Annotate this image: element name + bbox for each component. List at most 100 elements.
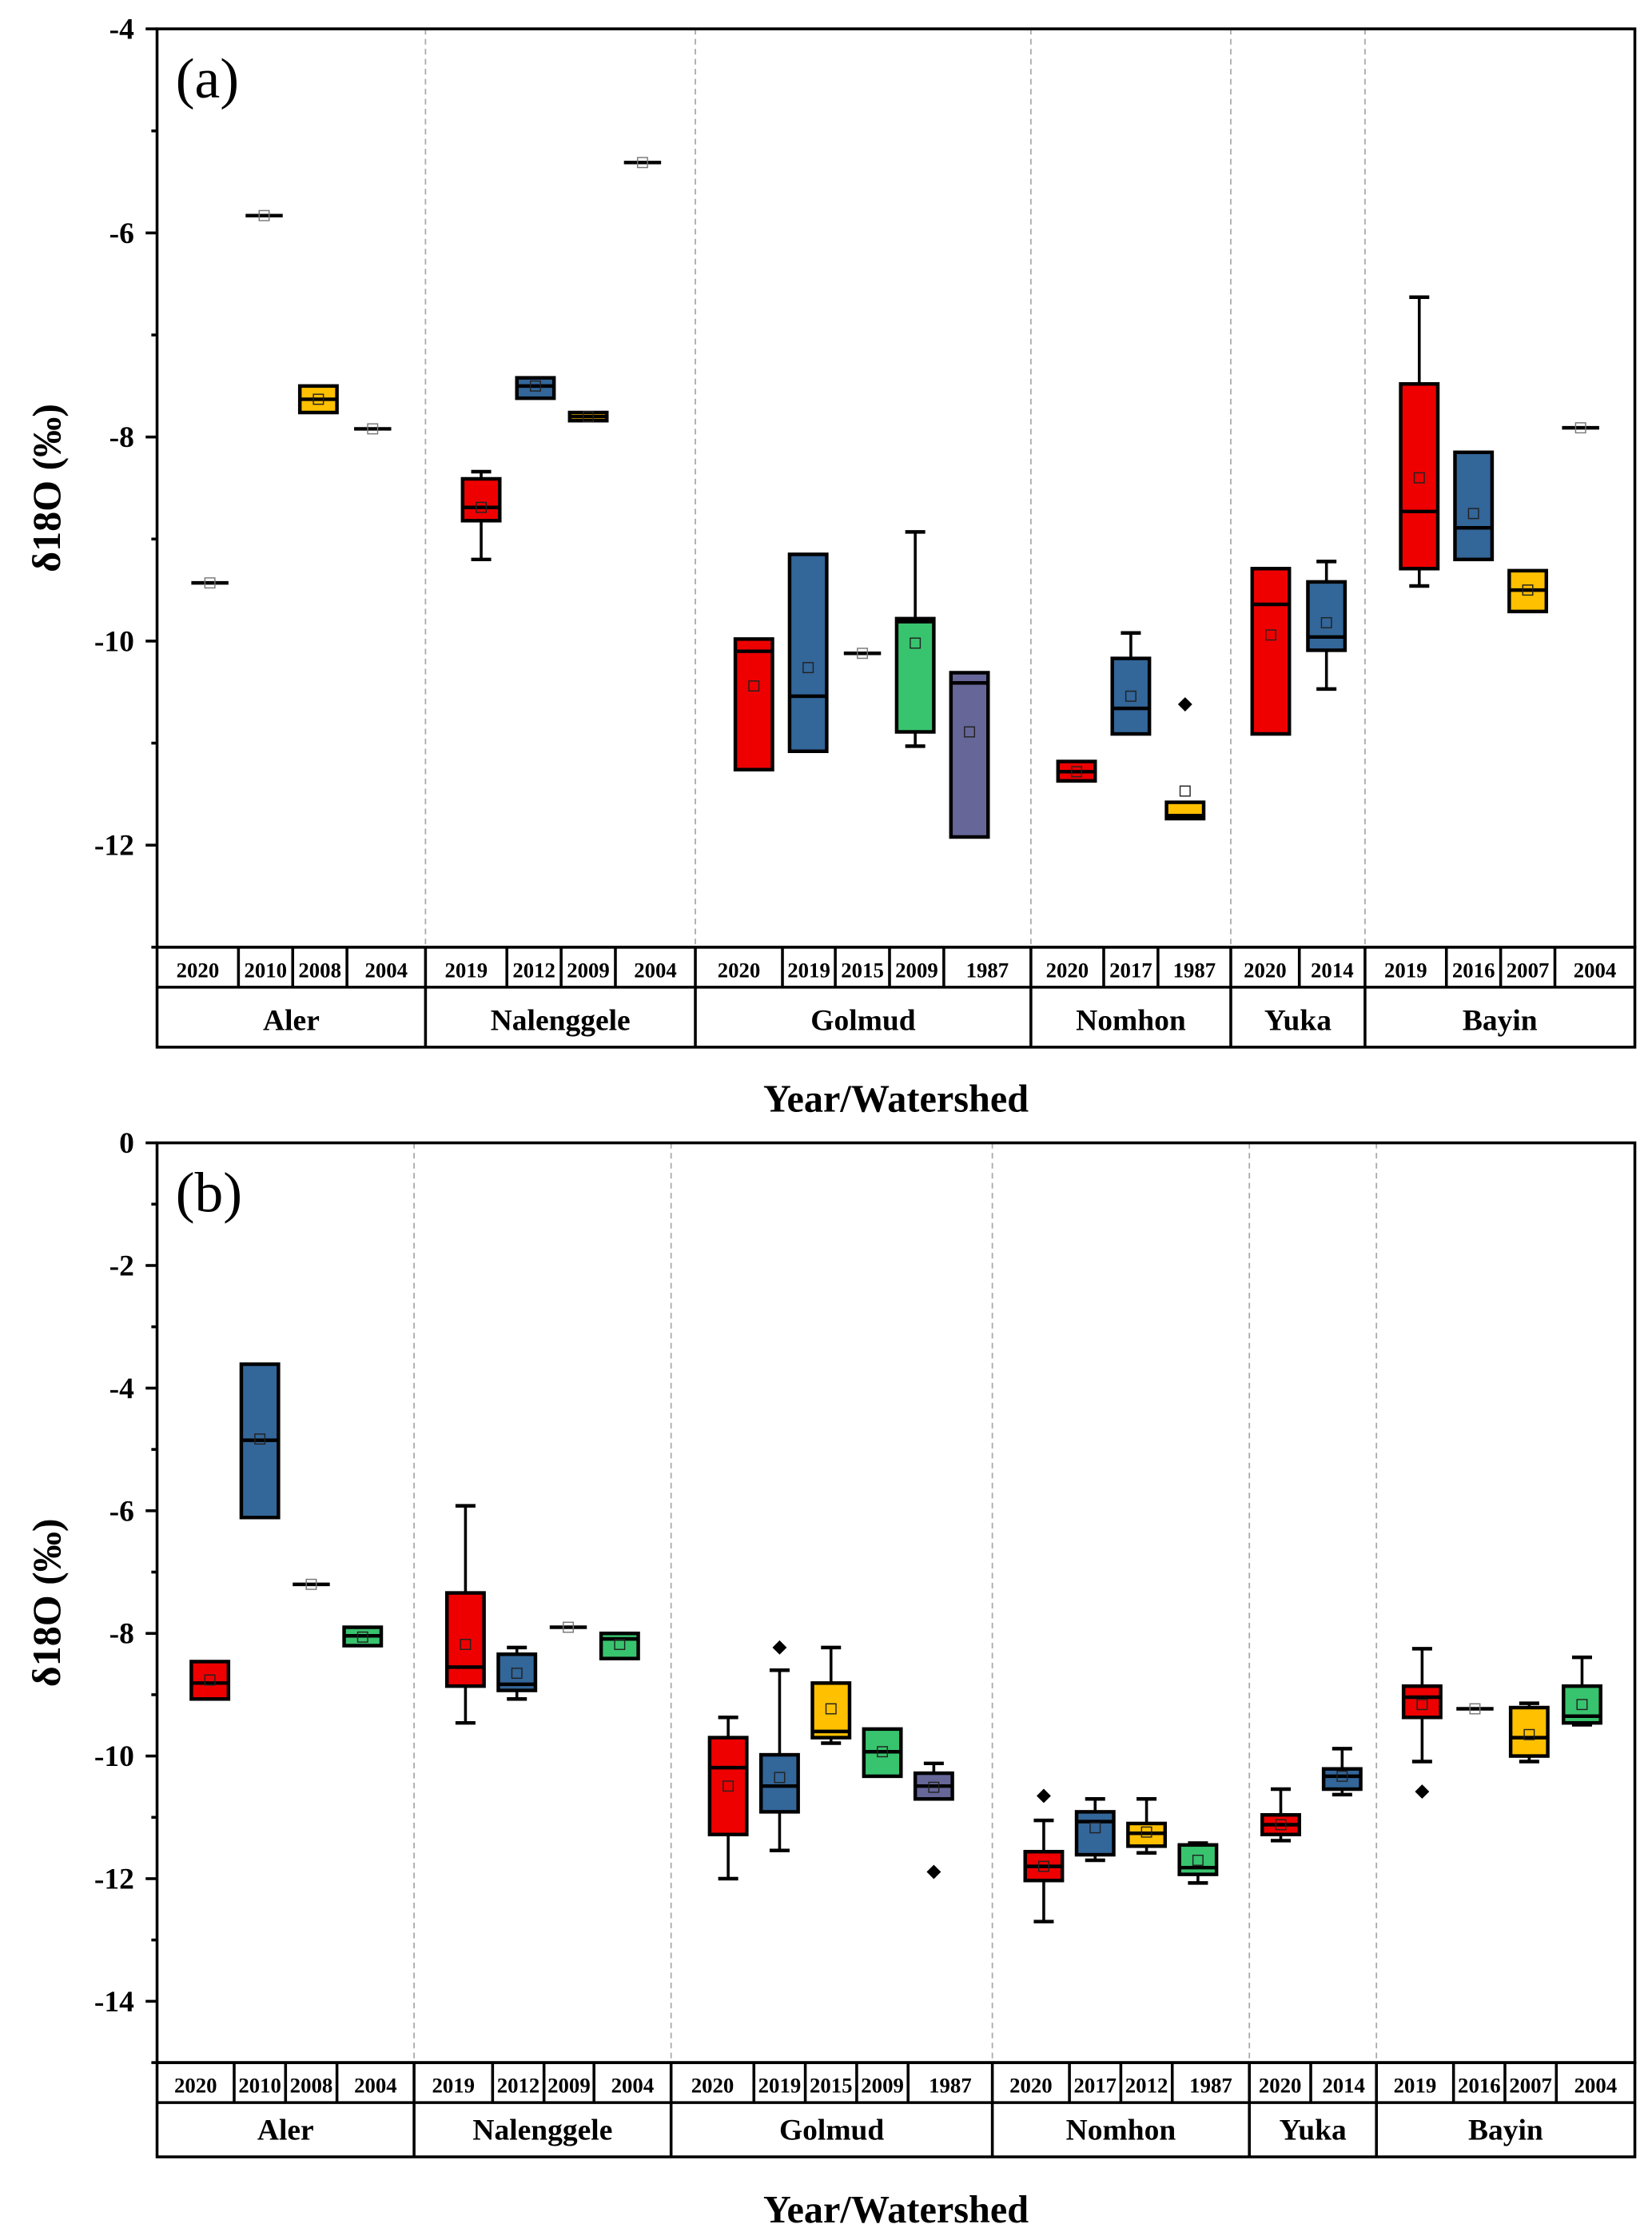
mean-marker	[1413, 472, 1425, 484]
box-golmud-2019	[787, 552, 829, 754]
year-label: 2009	[547, 2074, 591, 2098]
year-label: 2008	[298, 958, 341, 982]
mean-marker	[563, 1621, 575, 1633]
mean-marker	[1469, 1703, 1481, 1715]
year-label: 1987	[929, 2074, 972, 2098]
year-label: 2020	[691, 2074, 734, 2098]
year-label: 2019	[1394, 2074, 1437, 2098]
mean-marker	[1071, 766, 1083, 778]
watershed-label: Nomhon	[1076, 1004, 1186, 1037]
mean-marker	[825, 1703, 837, 1715]
box-iqr	[949, 671, 990, 839]
year-label: 2016	[1458, 2074, 1501, 2098]
box-golmud-2020	[707, 1716, 749, 1881]
box-yuka-2020	[1260, 1787, 1301, 1843]
year-label: 2020	[174, 2074, 217, 2098]
year-label: 1987	[966, 958, 1009, 982]
year-label: 2004	[611, 2074, 655, 2098]
box-golmud-2020	[733, 637, 774, 771]
box-nalenggele-2009	[567, 410, 609, 423]
mean-marker	[774, 1772, 786, 1784]
box-bayin-2016	[1456, 1703, 1494, 1715]
mean-marker	[254, 1433, 266, 1445]
box-yuka-2014	[1321, 1747, 1363, 1797]
watershed-label: Golmud	[810, 1004, 915, 1037]
mean-marker	[1179, 785, 1191, 797]
y-tick-label: -4	[109, 1373, 134, 1405]
mean-marker	[511, 1668, 523, 1680]
y-tick-label: 0	[119, 1127, 134, 1160]
mean-marker	[748, 680, 760, 692]
y-tick-label: -8	[109, 1618, 134, 1651]
box-bayin-2019	[1401, 1647, 1443, 1800]
mean-marker	[1192, 1855, 1204, 1866]
year-label: 2014	[1311, 958, 1354, 982]
mean-marker	[204, 1674, 216, 1686]
box-bayin-2016	[1453, 450, 1495, 562]
box-iqr	[810, 1681, 852, 1740]
year-label: 2020	[177, 958, 220, 982]
year-label: 1987	[1189, 2074, 1232, 2098]
box-bayin-2007	[1508, 1701, 1550, 1764]
panel-a: -4 -6 -8 -10 -12 δ18O (‰) (a) 2020 2010 2008 2004 A…	[24, 14, 1637, 1120]
box-golmud-2015	[843, 648, 882, 660]
box-aler-2004	[342, 1625, 384, 1648]
box-yuka-2014	[1306, 560, 1347, 692]
box-nalenggele-2004	[623, 157, 662, 169]
y-tick-label: -6	[109, 217, 134, 250]
y-axis-label: δ18O (‰)	[24, 1518, 69, 1687]
mean-marker	[258, 209, 270, 221]
box-iqr	[1399, 382, 1440, 571]
y-tick-label: -4	[109, 14, 134, 46]
mean-marker	[1037, 1860, 1049, 1872]
mean-marker	[1275, 1819, 1287, 1831]
watershed-label: Yuka	[1264, 1004, 1332, 1037]
outlier-marker	[1177, 697, 1192, 711]
mean-marker	[1523, 1728, 1535, 1740]
year-label: 2009	[895, 958, 938, 982]
mean-marker	[1140, 1826, 1152, 1838]
year-label: 2012	[497, 2074, 540, 2098]
mean-marker	[367, 423, 379, 435]
year-label: 2015	[841, 958, 884, 982]
mean-marker	[723, 1780, 734, 1792]
watershed-label: Nalenggele	[472, 2114, 612, 2147]
outlier-marker	[772, 1640, 787, 1655]
year-label: 2017	[1109, 958, 1152, 982]
year-label: 2012	[1125, 2074, 1168, 2098]
year-label: 2014	[1322, 2074, 1365, 2098]
box-iqr	[1321, 1767, 1363, 1792]
box-iqr	[1401, 1684, 1443, 1720]
category-table	[155, 946, 1637, 1049]
box-iqr	[787, 552, 829, 754]
box-aler-2008	[293, 1578, 330, 1590]
box-golmud-2015	[810, 1645, 852, 1745]
box-nomhon-2020	[1023, 1788, 1065, 1923]
mean-marker	[476, 501, 488, 513]
y-tick-label: -10	[94, 1740, 134, 1773]
box-aler-2020	[189, 1660, 231, 1701]
year-label: 2012	[512, 958, 555, 982]
box-bayin-2004	[1562, 422, 1599, 434]
mean-marker	[1320, 616, 1332, 628]
year-label: 2016	[1452, 958, 1495, 982]
year-label: 2004	[634, 958, 677, 982]
year-label: 2020	[1244, 958, 1287, 982]
mean-marker	[305, 1578, 317, 1590]
box-nalenggele-2004	[599, 1631, 640, 1660]
box-iqr	[1074, 1810, 1116, 1857]
box-nomhon-1987	[1164, 697, 1206, 821]
mean-marker	[1576, 1699, 1588, 1711]
box-iqr	[707, 1736, 749, 1837]
mean-marker	[877, 1746, 889, 1758]
box-nomhon-2017	[1074, 1797, 1116, 1863]
year-label: 2004	[364, 958, 408, 982]
box-golmud-2009	[862, 1727, 903, 1779]
box-nomhon-2017	[1110, 631, 1152, 736]
year-label: 2019	[787, 958, 830, 982]
x-axis-title: Year/Watershed	[763, 2189, 1029, 2231]
y-tick-label: -6	[109, 1495, 134, 1528]
box-golmud-2009	[894, 530, 936, 748]
outlier-marker	[1415, 1784, 1430, 1800]
mean-marker	[910, 637, 922, 649]
